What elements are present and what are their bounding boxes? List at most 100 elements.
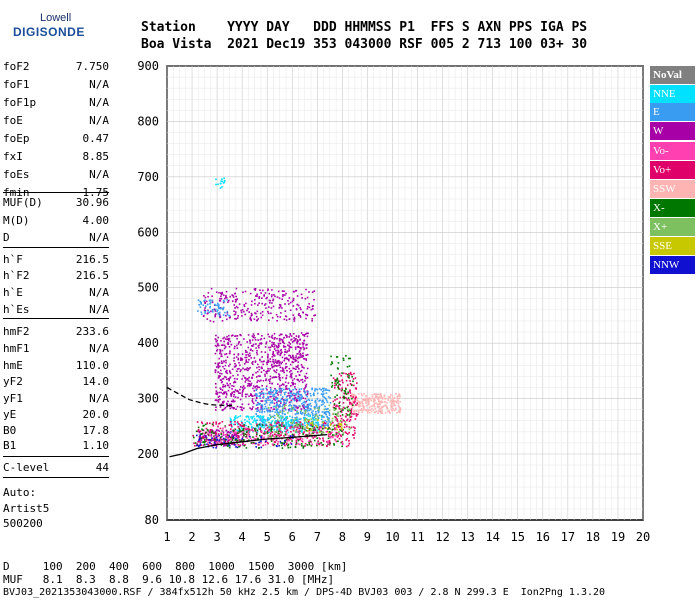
scatter-point [355, 395, 357, 398]
scatter-point [276, 415, 279, 417]
scatter-point [326, 421, 328, 423]
scatter-point [218, 311, 221, 314]
scatter-point [226, 434, 229, 436]
scatter-point [231, 433, 233, 436]
param-value: 0.47 [82, 132, 110, 145]
scatter-point [235, 311, 237, 313]
scatter-point [288, 350, 291, 352]
scatter-point [235, 295, 237, 298]
scatter-point [233, 390, 235, 393]
scatter-point [258, 344, 260, 347]
param-label: M(D) [3, 214, 30, 227]
scatter-point [233, 313, 236, 316]
scatter-point [306, 367, 309, 370]
scatter-point [315, 421, 317, 424]
scatter-point [282, 419, 285, 422]
scatter-point [299, 400, 301, 402]
scatter-point [346, 399, 349, 401]
scatter-point [276, 403, 278, 405]
scatter-point [212, 320, 215, 323]
scatter-point [345, 432, 348, 434]
scatter-point [254, 312, 256, 314]
scatter-point [352, 395, 355, 397]
scatter-point [384, 401, 386, 403]
scatter-point [264, 431, 267, 433]
scatter-point [295, 359, 298, 362]
scatter-point [275, 376, 278, 378]
scatter-point [337, 440, 339, 442]
scatter-point [268, 379, 270, 381]
scatter-point [385, 405, 387, 407]
scatter-point [255, 389, 257, 391]
scatter-point [234, 381, 237, 384]
scatter-point [306, 376, 309, 379]
scatter-point [215, 436, 218, 439]
scatter-point [301, 405, 304, 407]
scatter-point [381, 398, 384, 400]
scatter-point [248, 383, 251, 385]
scatter-point [280, 370, 282, 372]
scatter-point [222, 314, 225, 316]
scatter-point [204, 440, 206, 443]
scatter-point [302, 354, 304, 357]
scatter-point [329, 397, 331, 399]
param-value: 7.750 [75, 60, 109, 73]
scatter-point [276, 413, 278, 415]
scatter-point [212, 439, 214, 442]
scatter-point [297, 390, 300, 393]
scatter-point [271, 317, 274, 319]
scatter-point [226, 403, 228, 406]
scatter-point [254, 429, 256, 432]
scatter-point [304, 443, 307, 445]
scatter-point [275, 398, 277, 400]
scatter-point [269, 402, 272, 404]
scatter-point [220, 432, 222, 434]
scatter-point [354, 432, 356, 434]
scatter-point [299, 438, 301, 441]
scatter-point [350, 395, 353, 398]
scatter-point [225, 371, 228, 374]
scatter-point [254, 361, 257, 363]
scatter-point [280, 419, 282, 421]
scatter-point [276, 315, 279, 318]
scatter-point [273, 346, 275, 348]
scatter-point [324, 389, 327, 391]
scatter-point [286, 442, 288, 445]
scatter-point [305, 410, 307, 412]
scatter-point [284, 351, 286, 353]
scatter-point [197, 299, 200, 301]
scatter-point [251, 417, 253, 420]
scatter-point [281, 361, 283, 363]
scatter-point [342, 419, 345, 421]
scatter-point [205, 431, 207, 434]
scatter-point [227, 343, 230, 346]
scatter-point [304, 412, 306, 415]
scatter-point [272, 406, 275, 408]
scatter-point [336, 367, 339, 369]
scatter-point [198, 430, 201, 433]
scatter-point [286, 429, 289, 431]
scatter-point [285, 319, 288, 321]
scatter-point [289, 424, 292, 427]
scatter-point [233, 360, 235, 362]
scatter-point [350, 408, 353, 410]
scatter-point [300, 348, 302, 350]
scatter-point [288, 405, 290, 407]
scatter-point [290, 404, 292, 407]
scatter-point [284, 441, 287, 443]
scatter-point [272, 425, 275, 428]
scatter-point [200, 437, 203, 440]
x-tick-label: 4 [239, 530, 246, 544]
scatter-point [333, 434, 336, 436]
scatter-point [255, 385, 257, 388]
scatter-point [338, 408, 341, 410]
scatter-point [248, 376, 250, 379]
scatter-point [337, 380, 340, 382]
scatter-point [215, 183, 217, 186]
scatter-point [281, 416, 284, 419]
scatter-point [239, 430, 242, 433]
scatter-point [344, 415, 347, 418]
scatter-point [249, 422, 251, 425]
scatter-point [343, 426, 346, 428]
scatter-point [317, 407, 320, 409]
